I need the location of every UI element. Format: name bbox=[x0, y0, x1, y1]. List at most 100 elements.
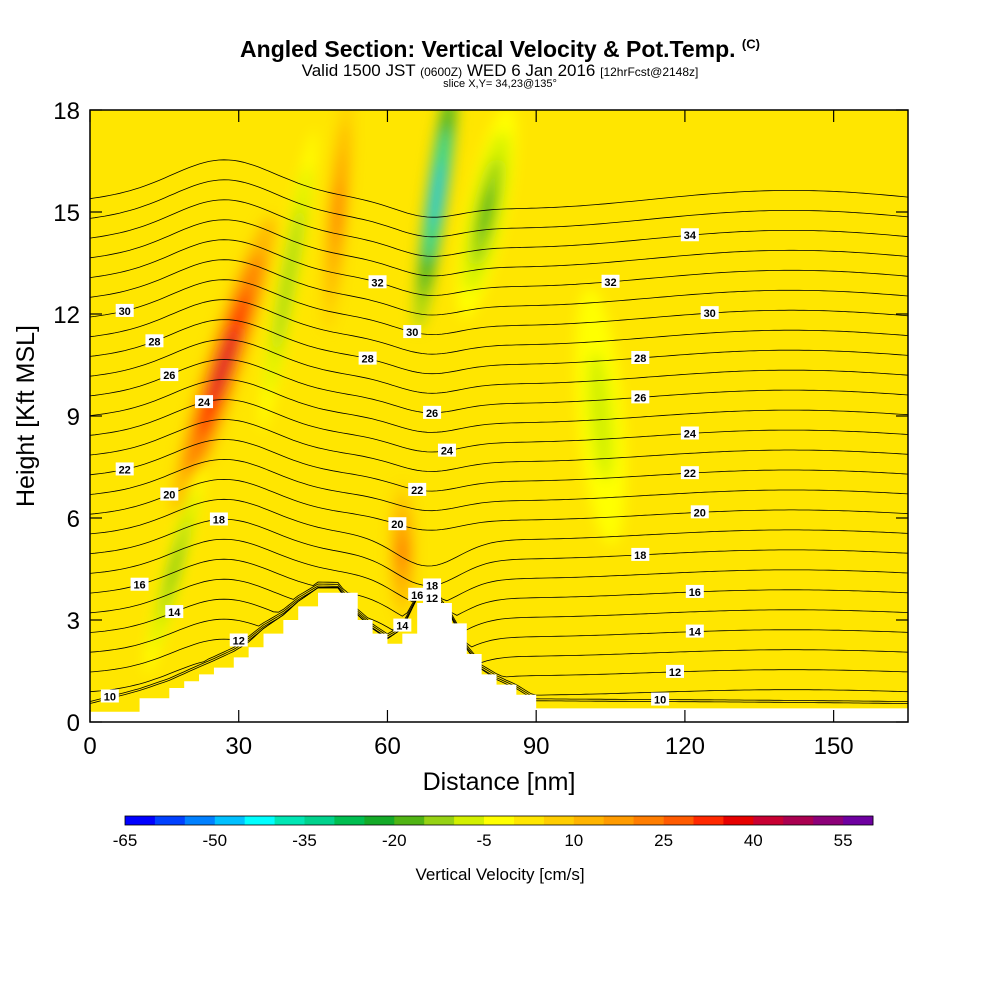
theta-isoline bbox=[90, 339, 908, 394]
colorbar-label: Vertical Velocity [cm/s] bbox=[415, 865, 584, 884]
colorbar-swatch bbox=[274, 816, 305, 825]
theta-label: 20 bbox=[163, 490, 175, 502]
theta-isolines bbox=[90, 159, 908, 704]
theta-label-bg bbox=[393, 618, 412, 632]
x-tick-label: 0 bbox=[83, 733, 96, 760]
theta-label-bg bbox=[680, 426, 699, 440]
theta-isoline bbox=[90, 478, 908, 531]
theta-label-bg bbox=[100, 689, 119, 703]
theta-label-bg bbox=[685, 624, 704, 638]
terrain-mask bbox=[90, 592, 908, 722]
x-axis: 0 30 60 90 120 150 bbox=[83, 110, 854, 760]
theta-label-bg bbox=[115, 462, 134, 476]
theta-isoline bbox=[90, 199, 908, 257]
theta-label-bg bbox=[690, 505, 709, 519]
colorbar-swatch bbox=[424, 816, 455, 825]
theta-label: 24 bbox=[198, 397, 211, 409]
x-tick-label: 150 bbox=[814, 733, 854, 760]
colorbar bbox=[124, 815, 874, 826]
theta-label: 30 bbox=[704, 308, 716, 320]
theta-label-bg bbox=[423, 578, 442, 592]
theta-label: 16 bbox=[689, 587, 701, 599]
theta-label-bg bbox=[680, 228, 699, 242]
theta-isoline bbox=[90, 399, 908, 453]
colorbar-tick-label: -20 bbox=[382, 831, 407, 850]
theta-label: 24 bbox=[684, 429, 697, 441]
theta-label: 18 bbox=[634, 550, 646, 562]
y-axis-label: Height [Kft MSL] bbox=[12, 325, 40, 507]
theta-label-bg bbox=[388, 517, 407, 531]
theta-label: 28 bbox=[634, 353, 646, 365]
theta-label: 26 bbox=[426, 408, 438, 420]
theta-isoline bbox=[90, 219, 908, 277]
theta-label-bg bbox=[423, 405, 442, 419]
theta-label: 28 bbox=[148, 336, 160, 348]
x-tick-label: 60 bbox=[374, 733, 401, 760]
theta-label: 16 bbox=[411, 590, 423, 602]
colorbar-swatch bbox=[125, 816, 156, 825]
colorbar-swatch bbox=[753, 816, 784, 825]
theta-isoline bbox=[90, 587, 908, 704]
theta-label-bg bbox=[408, 587, 427, 601]
theta-label: 26 bbox=[634, 392, 646, 404]
velocity-field bbox=[144, 110, 626, 675]
colorbar-tick-label: -5 bbox=[476, 831, 491, 850]
colorbar-swatch bbox=[723, 816, 754, 825]
theta-label-bg bbox=[700, 306, 719, 320]
colorbar-swatch bbox=[184, 816, 216, 825]
theta-label: 34 bbox=[684, 230, 697, 242]
y-tick-label: 3 bbox=[67, 608, 80, 635]
theta-label-bg bbox=[160, 368, 179, 382]
velocity-cell bbox=[334, 182, 342, 242]
theta-label: 20 bbox=[391, 519, 403, 531]
theta-label-bg bbox=[130, 577, 149, 591]
theta-label: 30 bbox=[406, 327, 418, 339]
theta-label-bg bbox=[195, 395, 214, 409]
theta-label-bg bbox=[423, 590, 442, 604]
x-tick-label: 90 bbox=[523, 733, 550, 760]
chart-title: Angled Section: Vertical Velocity & Pot.… bbox=[0, 36, 1000, 63]
subtitle-date: WED 6 Jan 2016 bbox=[466, 61, 596, 80]
theta-isoline bbox=[90, 359, 908, 414]
y-tick-label: 18 bbox=[53, 98, 80, 125]
colorbar-swatch bbox=[843, 816, 874, 825]
theta-label: 28 bbox=[361, 354, 373, 366]
theta-isoline bbox=[90, 587, 908, 678]
colorbar-swatch bbox=[394, 816, 425, 825]
colorbar-swatch bbox=[693, 816, 724, 825]
theta-label-bg bbox=[680, 466, 699, 480]
theta-isoline bbox=[90, 319, 908, 375]
theta-label: 22 bbox=[684, 468, 696, 480]
theta-isoline bbox=[90, 558, 908, 617]
colorbar-swatch bbox=[633, 816, 664, 825]
theta-label-bg bbox=[368, 275, 387, 289]
colorbar-ticks: -65 -50 -35 -20 -5 10 25 40 55 bbox=[113, 831, 853, 850]
colorbar-tick-label: 40 bbox=[744, 831, 763, 850]
y-tick-label: 0 bbox=[67, 710, 80, 737]
theta-label-bg bbox=[601, 274, 620, 288]
velocity-cell bbox=[431, 161, 443, 229]
x-axis-label: Distance [nm] bbox=[423, 768, 576, 796]
y-tick-label: 15 bbox=[53, 200, 80, 227]
theta-label-bg bbox=[145, 334, 164, 348]
colorbar-swatch bbox=[783, 816, 814, 825]
theta-isoline bbox=[90, 438, 908, 492]
theta-isoline bbox=[90, 259, 908, 316]
theta-isoline bbox=[90, 379, 908, 433]
theta-label-bg bbox=[631, 547, 650, 561]
subtitle-valid-time: Valid 1500 JST bbox=[301, 61, 416, 80]
theta-label: 12 bbox=[233, 635, 245, 647]
colorbar-swatch bbox=[454, 816, 485, 825]
colorbar-swatch bbox=[813, 816, 844, 825]
theta-label: 32 bbox=[371, 277, 383, 289]
theta-label-bg bbox=[437, 443, 456, 457]
chart-title-text: Angled Section: Vertical Velocity & Pot.… bbox=[240, 36, 736, 62]
colorbar-tick-label: -50 bbox=[203, 831, 228, 850]
theta-isoline bbox=[90, 578, 908, 633]
subtitle-utc: (0600Z) bbox=[420, 65, 463, 79]
x-tick-label: 30 bbox=[225, 733, 252, 760]
theta-label: 12 bbox=[426, 593, 438, 605]
velocity-cell bbox=[479, 185, 495, 239]
